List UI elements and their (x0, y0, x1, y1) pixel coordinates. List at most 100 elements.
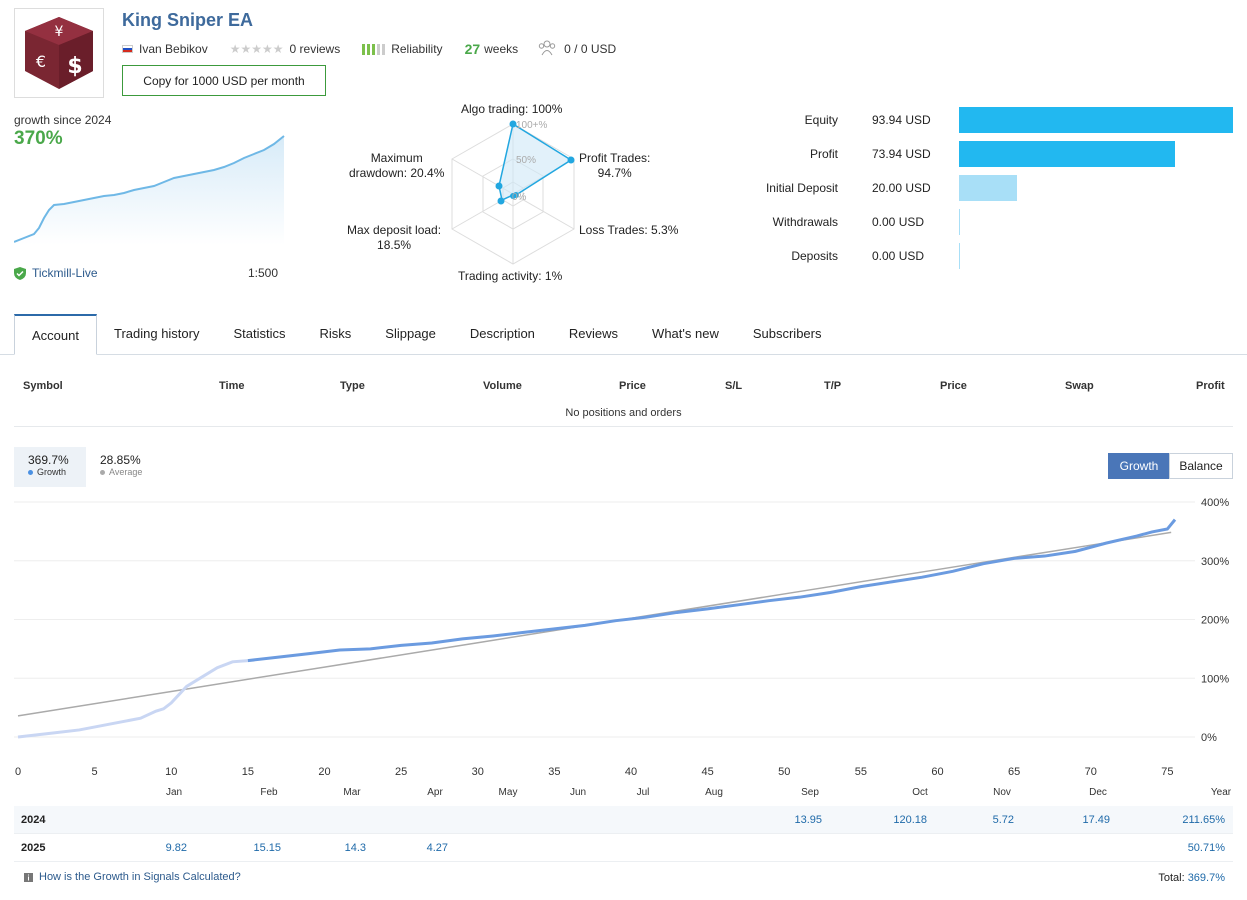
radar-label-algo: Algo trading: 100% (461, 102, 563, 116)
radar-point-profit (567, 156, 575, 164)
bar-label-4: Deposits (791, 249, 838, 263)
x-tick-label: 40 (625, 766, 637, 778)
legend-growth[interactable]: 369.7% Growth (14, 447, 86, 487)
month-value-cell[interactable]: 4.27 (426, 842, 448, 854)
reviews-count[interactable]: 0 reviews (289, 42, 341, 56)
col-header-volume-3[interactable]: Volume (483, 380, 522, 392)
growth-help-text[interactable]: How is the Growth in Signals Calculated? (39, 871, 241, 883)
total-value: 369.7% (1187, 872, 1225, 884)
col-header-price-7[interactable]: Price (940, 380, 967, 392)
x-tick-label: 60 (931, 766, 943, 778)
year-label: 2024 (21, 814, 46, 826)
total-growth: Total: 369.7% (1100, 872, 1225, 884)
info-icon (24, 872, 33, 882)
month-value-cell[interactable]: 15.15 (253, 842, 281, 854)
copy-signal-button[interactable]: Copy for 1000 USD per month (122, 65, 326, 96)
x-tick-label: 35 (548, 766, 560, 778)
signal-meta-row: Ivan Bebikov ★★★★★ 0 reviews Reliability… (122, 40, 616, 58)
radar-point-load (497, 197, 505, 205)
month-value-cell[interactable]: 120.18 (893, 814, 927, 826)
month-value-cell[interactable]: 13.95 (794, 814, 822, 826)
growth-dot-icon (28, 469, 33, 475)
x-tick-label: 0 (15, 766, 21, 778)
legend-growth-label: Growth (37, 467, 67, 477)
x-tick-label: 5 (92, 766, 98, 778)
svg-text:$: $ (67, 54, 82, 79)
leverage: 1:500 (248, 266, 279, 280)
y-tick-label: 300% (1201, 556, 1229, 568)
month-value-cell[interactable]: 17.49 (1082, 814, 1110, 826)
month-header: Sep (801, 787, 819, 798)
month-header: Year (1210, 787, 1232, 798)
total-label: Total: (1158, 872, 1185, 884)
tab-what-s-new[interactable]: What's new (652, 326, 719, 341)
year-row: 2024 13.95 120.18 5.72 17.49 211.65% (14, 806, 1233, 834)
x-tick-label: 55 (855, 766, 867, 778)
col-header-swap-8[interactable]: Swap (1065, 380, 1094, 392)
subscribers-funds: 0 / 0 USD (564, 42, 617, 56)
tab-account[interactable]: Account (14, 314, 97, 355)
col-header-profit-9[interactable]: Profit (1196, 380, 1225, 392)
tab-reviews[interactable]: Reviews (568, 326, 619, 341)
col-header-type-2[interactable]: Type (340, 380, 365, 392)
month-value-cell[interactable]: 9.82 (165, 842, 187, 854)
col-header-symbol-0[interactable]: Symbol (23, 380, 63, 392)
tab-trading-history[interactable]: Trading history (113, 326, 200, 341)
balance-bar-0 (959, 107, 1233, 133)
tab-description[interactable]: Description (469, 326, 535, 341)
bar-value-1: 73.94 USD (872, 147, 931, 161)
subscribers-icon (538, 40, 556, 59)
x-tick-label: 10 (165, 766, 177, 778)
x-tick-label: 20 (318, 766, 330, 778)
col-header-price-4[interactable]: Price (619, 380, 646, 392)
legend-average[interactable]: 28.85% Average (90, 447, 162, 487)
bar-label-0: Equity (804, 113, 838, 127)
legend-average-value: 28.85% (100, 453, 141, 467)
tab-risks[interactable]: Risks (319, 326, 352, 341)
mini-growth-line (14, 135, 285, 243)
reliability-icon (362, 43, 386, 55)
tab-slippage[interactable]: Slippage (385, 326, 436, 341)
author-name[interactable]: Ivan Bebikov (139, 42, 208, 56)
month-header: May (498, 787, 518, 798)
col-header-t-p-6[interactable]: T/P (824, 380, 842, 392)
month-header: Mar (343, 787, 361, 798)
legend-average-label: Average (109, 467, 143, 477)
growth-help-link[interactable]: How is the Growth in Signals Calculated? (24, 871, 241, 883)
tab-subscribers[interactable]: Subscribers (752, 326, 822, 341)
tabs-bar: Account Trading history Statistics Risks Sli… (14, 314, 838, 355)
radar-tick-50: 50% (516, 155, 536, 166)
growth-since-label: growth since 2024 (14, 113, 112, 127)
svg-text:€: € (36, 52, 46, 71)
radar-chart: 100+% 50% 0% Algo trading: 100% Profit T… (340, 100, 690, 290)
balance-toggle-button[interactable]: Balance (1169, 453, 1233, 479)
year-label: 2025 (21, 842, 46, 854)
verified-shield-icon (14, 266, 26, 280)
no-positions-text: No positions and orders (565, 407, 682, 419)
month-header: Apr (427, 787, 443, 798)
mini-growth-chart (14, 135, 285, 245)
year-total-cell[interactable]: 50.71% (1187, 842, 1225, 854)
month-value-cell[interactable]: 5.72 (992, 814, 1014, 826)
broker-link[interactable]: Tickmill-Live (14, 266, 98, 280)
growth-toggle-button[interactable]: Growth (1108, 453, 1170, 479)
x-tick-label: 15 (242, 766, 254, 778)
col-header-s-l-5[interactable]: S/L (725, 380, 743, 392)
growth-series-line (247, 518, 1177, 663)
balance-bar-3 (959, 209, 960, 235)
month-header: Jul (636, 787, 650, 798)
russia-flag-icon (122, 45, 133, 53)
radar-point-activity (510, 193, 516, 199)
x-tick-label: 30 (472, 766, 484, 778)
signal-title[interactable]: King Sniper EA (122, 10, 254, 30)
bar-value-0: 93.94 USD (872, 113, 931, 127)
year-total-cell[interactable]: 211.65% (1182, 814, 1225, 826)
broker-name[interactable]: Tickmill-Live (32, 266, 98, 280)
radar-point-algo (509, 120, 517, 128)
rating-stars-icon: ★★★★★ (229, 42, 284, 56)
x-tick-label: 25 (395, 766, 407, 778)
radar-label-profit: Profit Trades: 94.7% (579, 151, 651, 180)
col-header-time-1[interactable]: Time (219, 380, 245, 392)
tab-statistics[interactable]: Statistics (233, 326, 286, 341)
month-value-cell[interactable]: 14.3 (344, 842, 366, 854)
